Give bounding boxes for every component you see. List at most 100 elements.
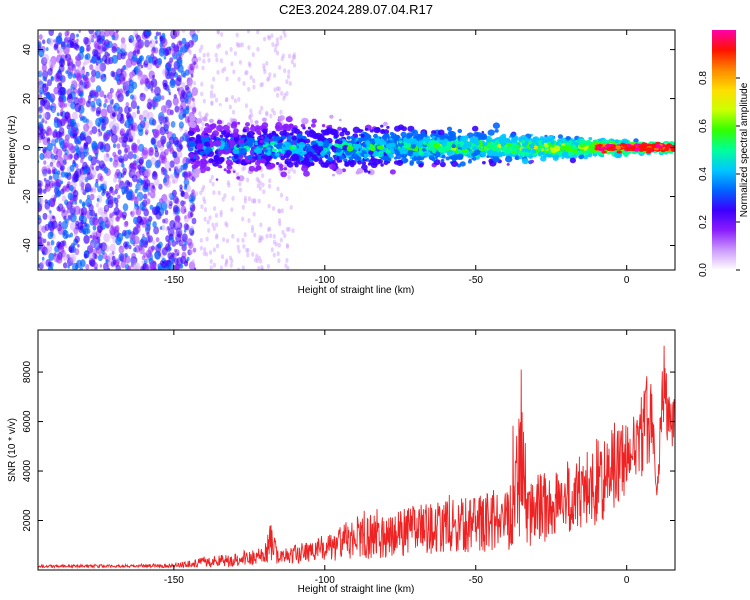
spectrogram-point bbox=[131, 54, 138, 63]
spectrogram-point bbox=[208, 118, 214, 124]
spectrogram-point bbox=[216, 136, 219, 140]
spectrogram-point bbox=[290, 166, 294, 172]
spectrogram-point bbox=[183, 208, 187, 213]
spectrogram-point bbox=[46, 167, 51, 174]
spectrogram-point bbox=[347, 159, 355, 166]
spectrogram-point bbox=[90, 242, 95, 248]
spectrogram-point bbox=[327, 129, 333, 134]
spectrogram-point bbox=[188, 172, 195, 181]
spectrogram-point bbox=[267, 76, 271, 81]
spectrogram-point bbox=[151, 47, 156, 54]
spectrogram-point bbox=[150, 78, 158, 88]
spectrogram-point bbox=[83, 151, 88, 158]
spectrogram-point bbox=[533, 145, 538, 150]
spectrogram-point bbox=[138, 70, 143, 77]
spectrogram-point bbox=[216, 105, 223, 112]
spectrogram-point bbox=[142, 203, 146, 207]
spectrogram-point bbox=[179, 144, 184, 150]
spectrogram-point bbox=[38, 231, 42, 239]
spectrogram-point bbox=[482, 161, 486, 165]
spectrogram-point bbox=[242, 81, 246, 86]
spectrogram-point bbox=[424, 134, 428, 138]
spectrogram-point bbox=[277, 208, 281, 214]
spectrogram-point bbox=[156, 140, 163, 148]
spectrogram-point bbox=[78, 89, 82, 94]
spectrogram-point bbox=[192, 155, 197, 160]
spectrogram-point bbox=[275, 162, 280, 165]
spectrogram-point bbox=[174, 249, 180, 256]
spectrogram-point bbox=[204, 251, 209, 257]
spectrogram-point bbox=[382, 136, 386, 140]
colorbar-ticks: 0.00.20.40.60.8 bbox=[698, 71, 740, 277]
spectrogram-point bbox=[63, 160, 67, 166]
spectrogram-point bbox=[95, 117, 102, 127]
spectrogram-point bbox=[277, 242, 281, 248]
spectrogram-point bbox=[320, 162, 327, 168]
spectrogram-point bbox=[557, 134, 564, 139]
spectrogram-point bbox=[393, 138, 399, 143]
spectrogram-point bbox=[215, 243, 220, 249]
spectrogram-point bbox=[233, 51, 237, 56]
spectrogram-point bbox=[111, 109, 117, 117]
spectrogram-point bbox=[580, 149, 585, 153]
spectrogram-point bbox=[202, 251, 206, 256]
spectrogram-point bbox=[145, 131, 149, 136]
spectrogram-point bbox=[203, 216, 207, 222]
spectrogram-point bbox=[467, 159, 472, 164]
spectrogram-point bbox=[38, 183, 42, 188]
spectrogram-point bbox=[82, 66, 85, 70]
spectrogram-point bbox=[356, 141, 360, 145]
spectrogram-point bbox=[279, 139, 282, 142]
spectrogram-point bbox=[146, 232, 150, 237]
spectrogram-point bbox=[136, 49, 141, 55]
spectrogram-point bbox=[237, 76, 241, 82]
spectrogram-point bbox=[188, 101, 192, 107]
spectrogram-point bbox=[187, 66, 191, 71]
spectrogram-point bbox=[77, 44, 80, 49]
spectrogram-point bbox=[64, 111, 70, 119]
spectrogram-point bbox=[53, 118, 61, 129]
spectrogram-point bbox=[101, 211, 108, 221]
spectrogram-point bbox=[174, 222, 179, 228]
spectrogram-point bbox=[451, 144, 457, 149]
spectrogram-point bbox=[92, 32, 98, 39]
spectrogram-point bbox=[89, 234, 93, 239]
spectrogram-point bbox=[68, 172, 71, 177]
spectrogram-point bbox=[273, 137, 276, 140]
spectrogram-point bbox=[132, 242, 136, 247]
spectrogram-point bbox=[103, 217, 107, 223]
spectrogram-point bbox=[278, 163, 284, 169]
spectrogram-point bbox=[514, 156, 518, 160]
spectrogram-point bbox=[144, 77, 151, 87]
spectrogram-point bbox=[95, 165, 100, 172]
spectrogram-point bbox=[223, 66, 227, 72]
spectrogram-point bbox=[346, 145, 354, 152]
spectrogram-point bbox=[189, 206, 194, 211]
spectrogram-point bbox=[280, 171, 288, 178]
spectrogram-point bbox=[148, 186, 155, 196]
spectrogram-point bbox=[211, 222, 215, 228]
spectrogram-point bbox=[103, 166, 109, 174]
spectrogram-point bbox=[188, 140, 196, 148]
spectrogram-point bbox=[126, 190, 133, 201]
spectrogram-point bbox=[136, 105, 140, 110]
spectrogram-point bbox=[210, 123, 217, 129]
spectrogram-point bbox=[67, 214, 73, 221]
y-tick-label: 6000 bbox=[22, 410, 33, 433]
spectrogram-point bbox=[107, 267, 111, 270]
spectrogram-point bbox=[281, 229, 285, 235]
y-tick-label: 2000 bbox=[22, 509, 33, 532]
spectrogram-point bbox=[154, 86, 161, 96]
spectrogram-point bbox=[180, 229, 183, 234]
spectrogram-point bbox=[183, 229, 187, 233]
colorbar-tick-label: 0.4 bbox=[698, 167, 709, 181]
spectrogram-point bbox=[214, 140, 222, 147]
spectrogram-point bbox=[210, 100, 214, 106]
spectrogram-point bbox=[133, 256, 138, 263]
spectrogram-point bbox=[187, 130, 195, 137]
spectrogram-point bbox=[276, 186, 280, 192]
spectrogram-point bbox=[161, 260, 167, 269]
spectrogram-point bbox=[271, 42, 275, 47]
spectrogram-point bbox=[95, 202, 100, 208]
spectrogram-point bbox=[84, 54, 89, 60]
